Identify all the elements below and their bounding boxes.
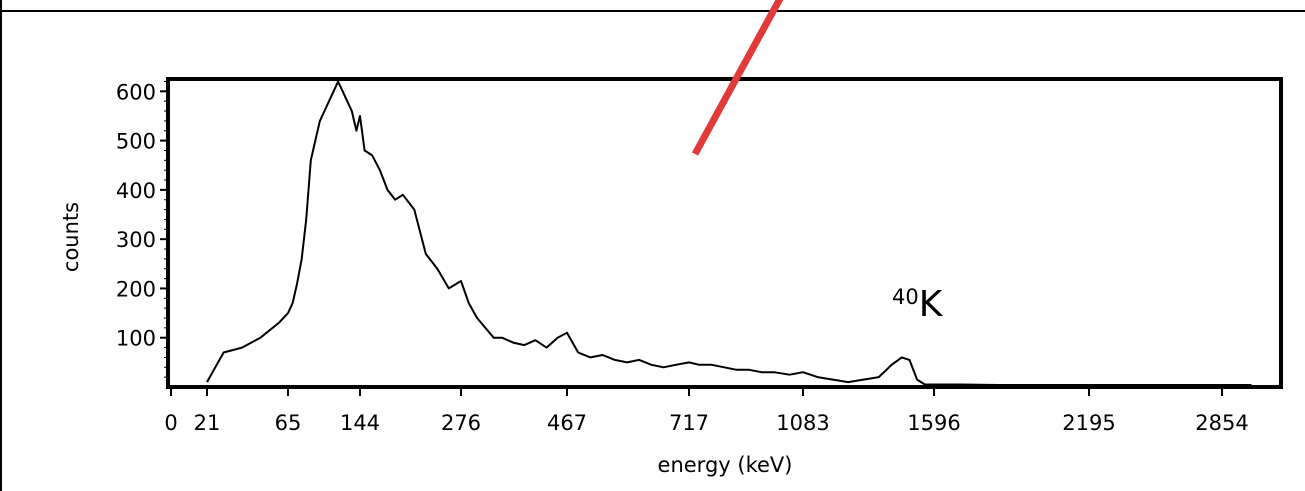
x-tick-label: 276 — [441, 411, 481, 435]
y-tick-label: 300 — [116, 228, 156, 252]
y-axis: 100 200 300 400 500 600 — [116, 80, 168, 378]
y-tick-label: 500 — [116, 130, 156, 154]
x-tick-label: 65 — [275, 411, 302, 435]
x-axis: 0 21 65 144 276 467 717 1083 1596 2195 2854 — [164, 389, 1249, 435]
x-tick-label: 467 — [547, 411, 587, 435]
x-tick-label: 144 — [340, 411, 380, 435]
red-pointer-line — [691, 0, 784, 156]
k40-annotation: 40K — [892, 284, 944, 325]
plot-frame — [166, 77, 1283, 389]
x-tick-label: 717 — [669, 411, 709, 435]
k40-superscript: 40 — [892, 285, 919, 309]
y-tick-label: 400 — [116, 179, 156, 203]
y-tick-label: 600 — [116, 80, 156, 104]
y-tick-label: 100 — [116, 327, 156, 351]
k40-symbol: K — [919, 284, 944, 325]
y-tick-label: 200 — [116, 277, 156, 301]
x-tick-label: 2195 — [1062, 411, 1115, 435]
x-tick-label: 1083 — [776, 411, 829, 435]
spectrum-series-line — [206, 80, 1252, 386]
frame-top-rule — [0, 10, 1305, 12]
frame-left-rule — [0, 0, 2, 491]
x-tick-label: 0 — [164, 411, 177, 435]
x-tick-label: 21 — [194, 411, 221, 435]
x-tick-label: 2854 — [1195, 411, 1248, 435]
x-tick-label: 1596 — [907, 411, 960, 435]
plot-area — [206, 80, 1252, 386]
y-axis-label: counts — [59, 202, 83, 272]
x-axis-label: energy (keV) — [658, 453, 793, 477]
